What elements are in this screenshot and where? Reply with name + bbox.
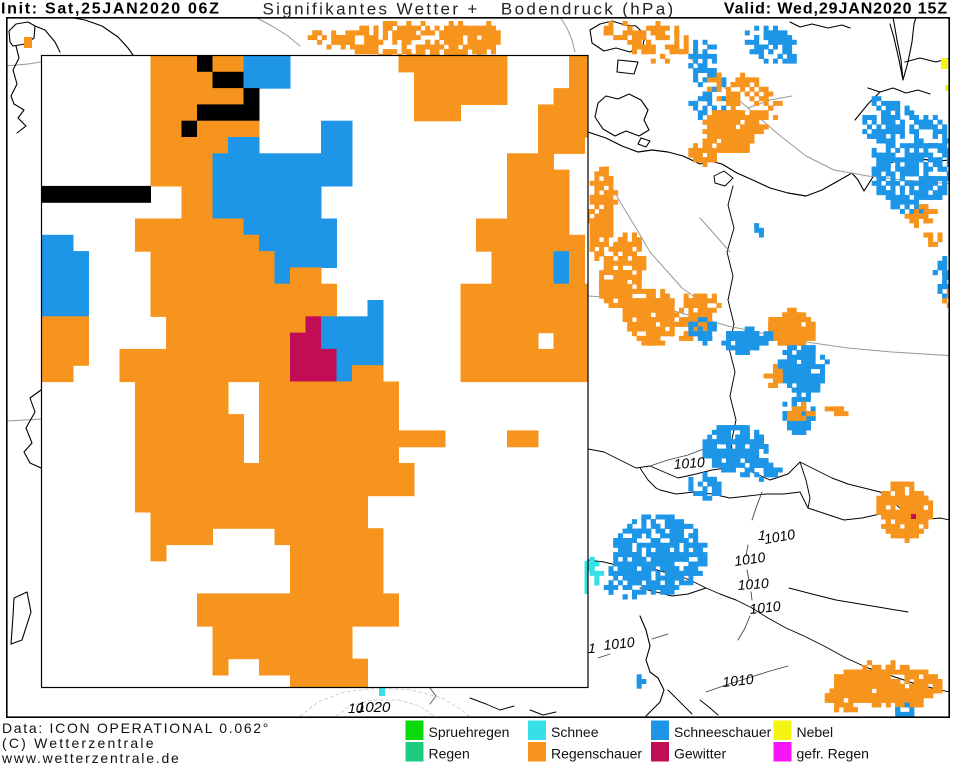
svg-text:gefr. Regen: gefr. Regen	[797, 746, 869, 762]
svg-text:1010: 1010	[733, 549, 766, 569]
svg-text:Schneeschauer: Schneeschauer	[674, 724, 772, 740]
svg-text:www.wetterzentrale.de: www.wetterzentrale.de	[1, 750, 181, 766]
svg-text:Signifikantes Wetter + Boden: Signifikantes Wetter + Bodendruck (hPa)	[262, 0, 675, 19]
svg-text:Spruehregen: Spruehregen	[429, 724, 510, 740]
svg-text:1010: 1010	[763, 526, 797, 547]
svg-text:Init: Sat,25JAN2020 06Z: Init: Sat,25JAN2020 06Z	[1, 1, 221, 18]
svg-text:1010: 1010	[722, 671, 755, 690]
svg-text:(C) Wetterzentrale: (C) Wetterzentrale	[2, 735, 156, 751]
svg-text:1: 1	[758, 527, 766, 543]
svg-text:Valid: Wed,29JAN2020 15Z: Valid: Wed,29JAN2020 15Z	[724, 1, 948, 18]
svg-text:10: 10	[348, 700, 364, 716]
svg-text:Regenschauer: Regenschauer	[551, 746, 642, 762]
svg-text:Regen: Regen	[429, 746, 470, 762]
svg-text:1010: 1010	[673, 454, 705, 472]
svg-text:1020: 1020	[357, 699, 391, 716]
svg-text:Gewitter: Gewitter	[674, 746, 726, 762]
svg-text:Data: ICON OPERATIONAL 0.062°: Data: ICON OPERATIONAL 0.062°	[2, 720, 270, 736]
svg-text:1010: 1010	[603, 634, 636, 653]
svg-text:1010: 1010	[749, 598, 782, 617]
svg-text:Nebel: Nebel	[797, 724, 834, 740]
svg-text:1010: 1010	[737, 575, 769, 593]
svg-text:Schnee: Schnee	[551, 724, 599, 740]
svg-text:1: 1	[588, 640, 596, 656]
